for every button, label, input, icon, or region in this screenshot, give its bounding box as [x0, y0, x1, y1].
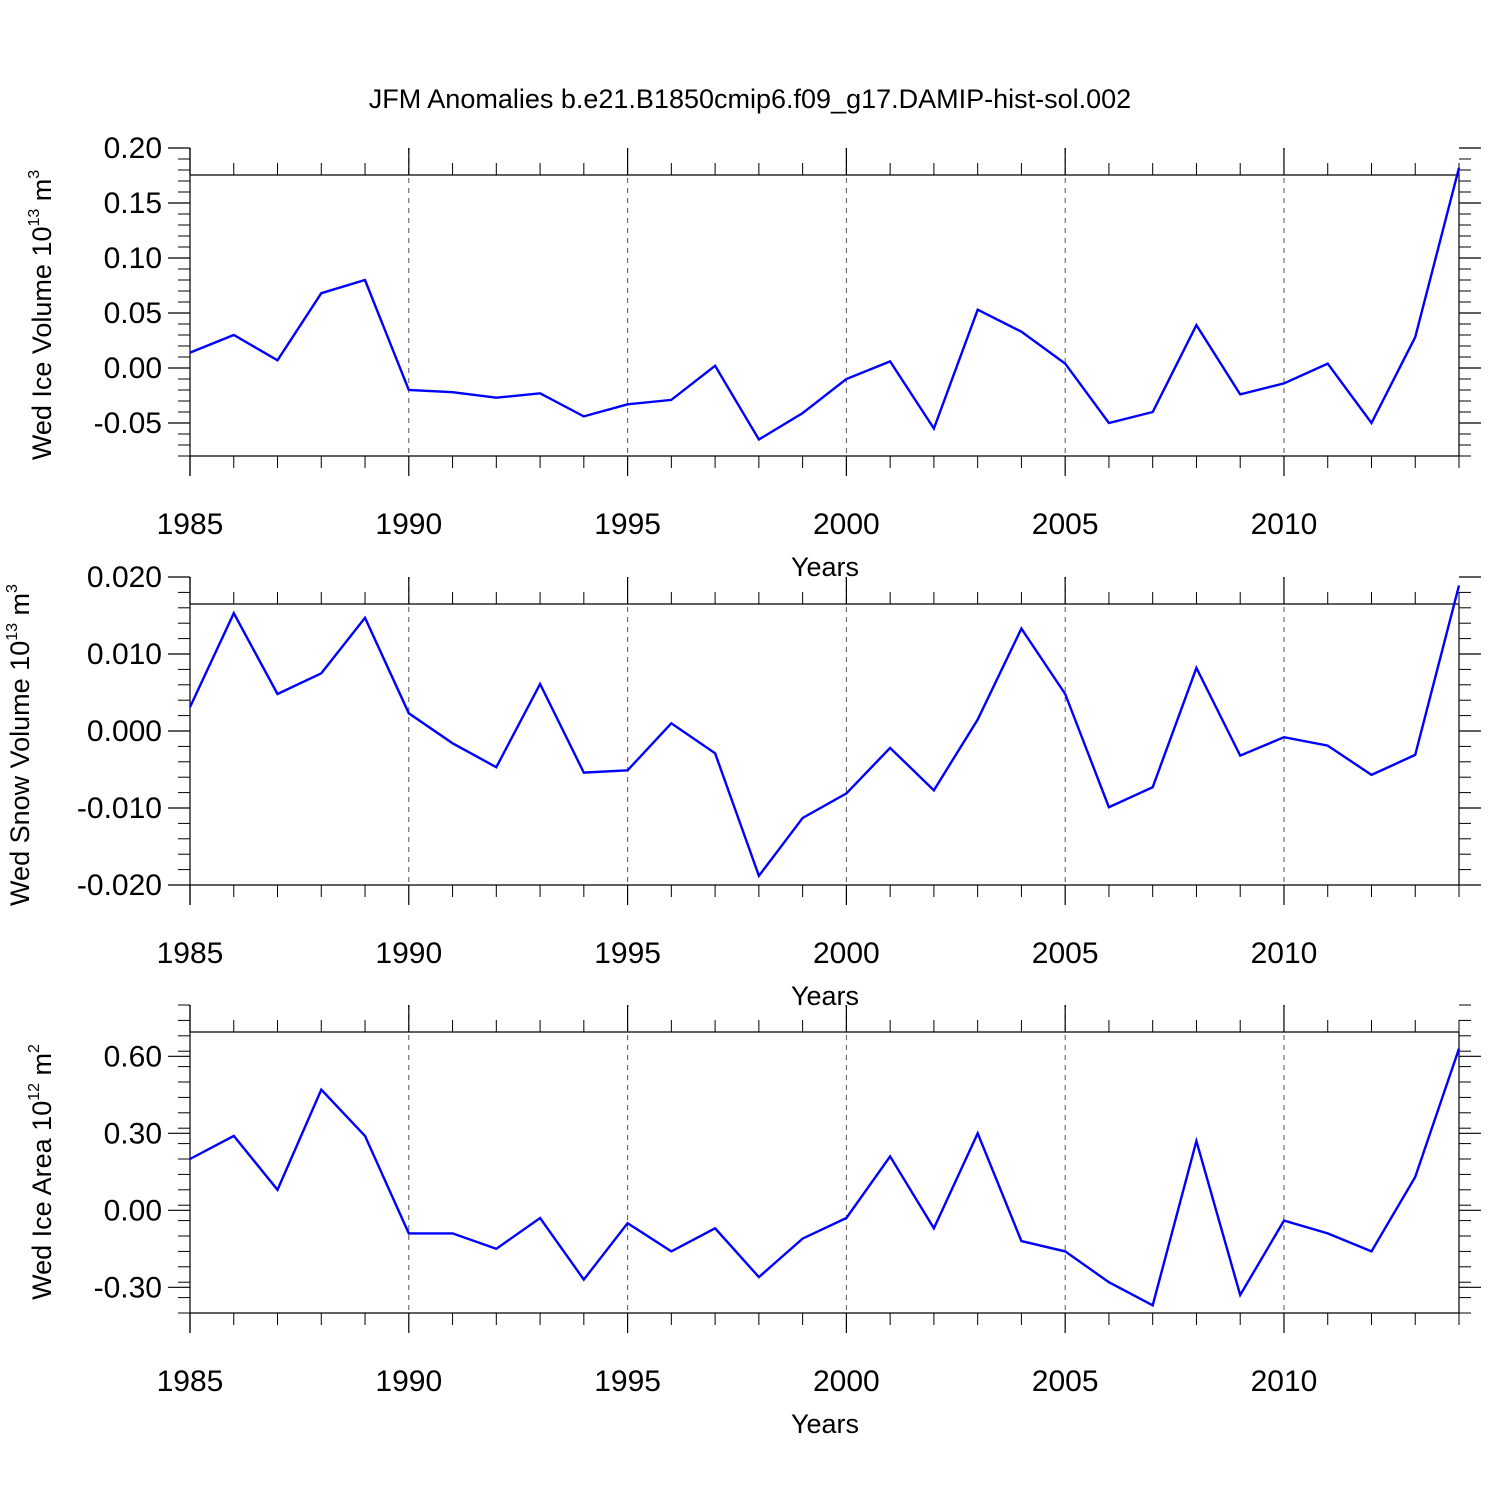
x-tick-label: 2000 — [813, 1365, 880, 1398]
x-tick-label: 1990 — [375, 937, 442, 970]
x-tick-label: 2005 — [1032, 508, 1099, 541]
y-tick-label: 0.010 — [87, 638, 162, 671]
x-tick-label: 2005 — [1032, 1365, 1099, 1398]
y-axis-label: Wed Ice Area 1012 m2 — [26, 1044, 57, 1300]
y-tick-label: 0.15 — [104, 187, 162, 220]
y-tick-label: -0.05 — [94, 407, 162, 440]
series-line — [189, 167, 1461, 442]
y-tick-label: 0.20 — [104, 132, 162, 165]
y-axis-label: Wed Ice Volume 1013 m3 — [26, 170, 57, 460]
x-axis-label: Years — [791, 552, 859, 582]
x-tick-label: 1995 — [594, 1365, 661, 1398]
y-tick-label: 0.00 — [104, 1194, 162, 1227]
page-title: JFM Anomalies b.e21.B1850cmip6.f09_g17.D… — [368, 84, 1132, 114]
y-tick-label: -0.30 — [94, 1271, 162, 1304]
y-tick-label: 0.10 — [104, 242, 162, 275]
x-tick-label: 2000 — [813, 937, 880, 970]
y-tick-label: -0.010 — [77, 792, 162, 825]
y-tick-label: 0.05 — [104, 297, 162, 330]
x-tick-label: 1985 — [157, 1365, 224, 1398]
x-tick-label: 1985 — [157, 937, 224, 970]
x-tick-label: 1990 — [375, 1365, 442, 1398]
y-tick-label: 0.60 — [104, 1040, 162, 1073]
x-tick-label: 2010 — [1251, 937, 1318, 970]
x-tick-label: 1995 — [594, 508, 661, 541]
y-axis-label: Wed Snow Volume 1013 m3 — [4, 584, 35, 906]
x-tick-label: 1995 — [594, 937, 661, 970]
x-tick-label: 1990 — [375, 508, 442, 541]
x-axis-label: Years — [791, 1409, 859, 1439]
y-tick-label: 0.00 — [104, 352, 162, 385]
y-tick-label: -0.020 — [77, 869, 162, 902]
x-axis-label: Years — [791, 981, 859, 1011]
x-tick-label: 2000 — [813, 508, 880, 541]
y-tick-label: 0.30 — [104, 1117, 162, 1150]
y-tick-label: 0.000 — [87, 715, 162, 748]
x-tick-label: 1985 — [157, 508, 224, 541]
series-line — [189, 1048, 1461, 1308]
x-tick-label: 2005 — [1032, 937, 1099, 970]
series-line — [188, 585, 1461, 879]
y-tick-label: 0.020 — [87, 561, 162, 594]
x-tick-label: 2010 — [1251, 1365, 1318, 1398]
x-tick-label: 2010 — [1251, 508, 1318, 541]
